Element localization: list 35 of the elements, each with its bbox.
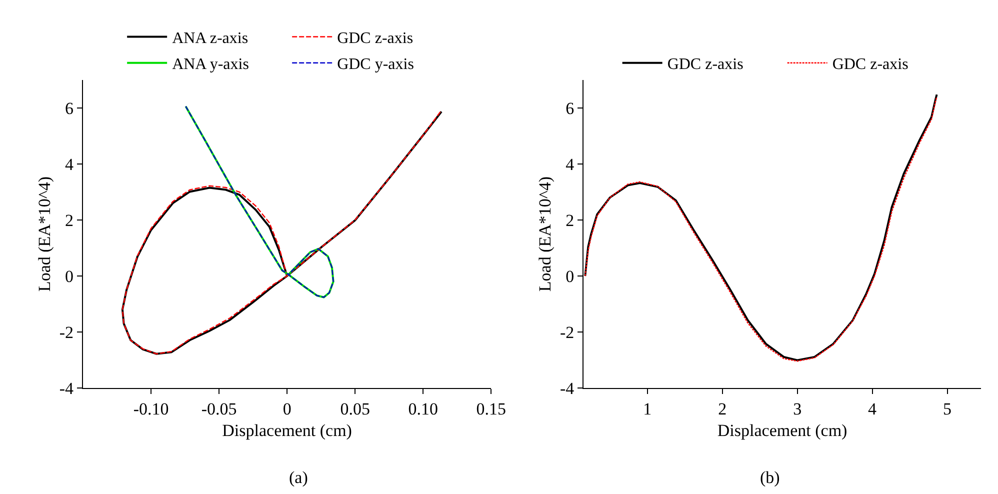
x-tick-label: 0 xyxy=(282,400,292,418)
y-tick-label: -2 xyxy=(560,322,574,342)
legend-label: GDC z-axis xyxy=(337,30,414,47)
x-tick-label: 0.10 xyxy=(408,400,438,418)
legend-label: ANA y-axis xyxy=(172,56,249,74)
y-tick-label: 2 xyxy=(65,210,74,230)
x-tick-label: 3 xyxy=(793,400,802,418)
x-axis-title: Displacement (cm) xyxy=(222,420,352,440)
y-tick-label: 2 xyxy=(566,210,574,230)
x-tick-label: -0.10 xyxy=(133,400,169,418)
text: (b) xyxy=(760,468,780,487)
y-tick-label: 0 xyxy=(566,266,574,286)
y-tick-label: 6 xyxy=(65,98,74,118)
y-axis-title: Load (EA*10^4) xyxy=(536,176,555,292)
y-tick-label: -2 xyxy=(59,322,74,342)
y-tick-label: 6 xyxy=(566,98,574,118)
y-tick-label: 4 xyxy=(566,154,575,174)
x-axis-title: Displacement (cm) xyxy=(717,420,848,440)
legend-label: ANA z-axis xyxy=(172,30,248,47)
legend-label: GDC z-axis xyxy=(667,56,744,74)
x-tick-label: 0.15 xyxy=(476,400,506,418)
x-tick-label: 1 xyxy=(643,400,652,418)
y-axis-title: Load (EA*10^4) xyxy=(34,176,54,292)
x-tick-label: 2 xyxy=(718,400,727,418)
y-tick-label: 0 xyxy=(65,266,74,286)
y-tick-label: 4 xyxy=(65,154,74,174)
x-tick-label: 5 xyxy=(943,400,952,418)
y-tick-label: -4 xyxy=(59,378,74,398)
text: (a) xyxy=(289,468,308,487)
y-tick-label: -4 xyxy=(560,378,575,398)
legend-label: GDC y-axis xyxy=(337,56,414,74)
x-tick-label: -0.05 xyxy=(201,400,237,418)
x-tick-label: 4 xyxy=(868,400,878,418)
x-tick-label: 0.05 xyxy=(340,400,370,418)
legend-label: GDC z-axis xyxy=(832,56,908,74)
